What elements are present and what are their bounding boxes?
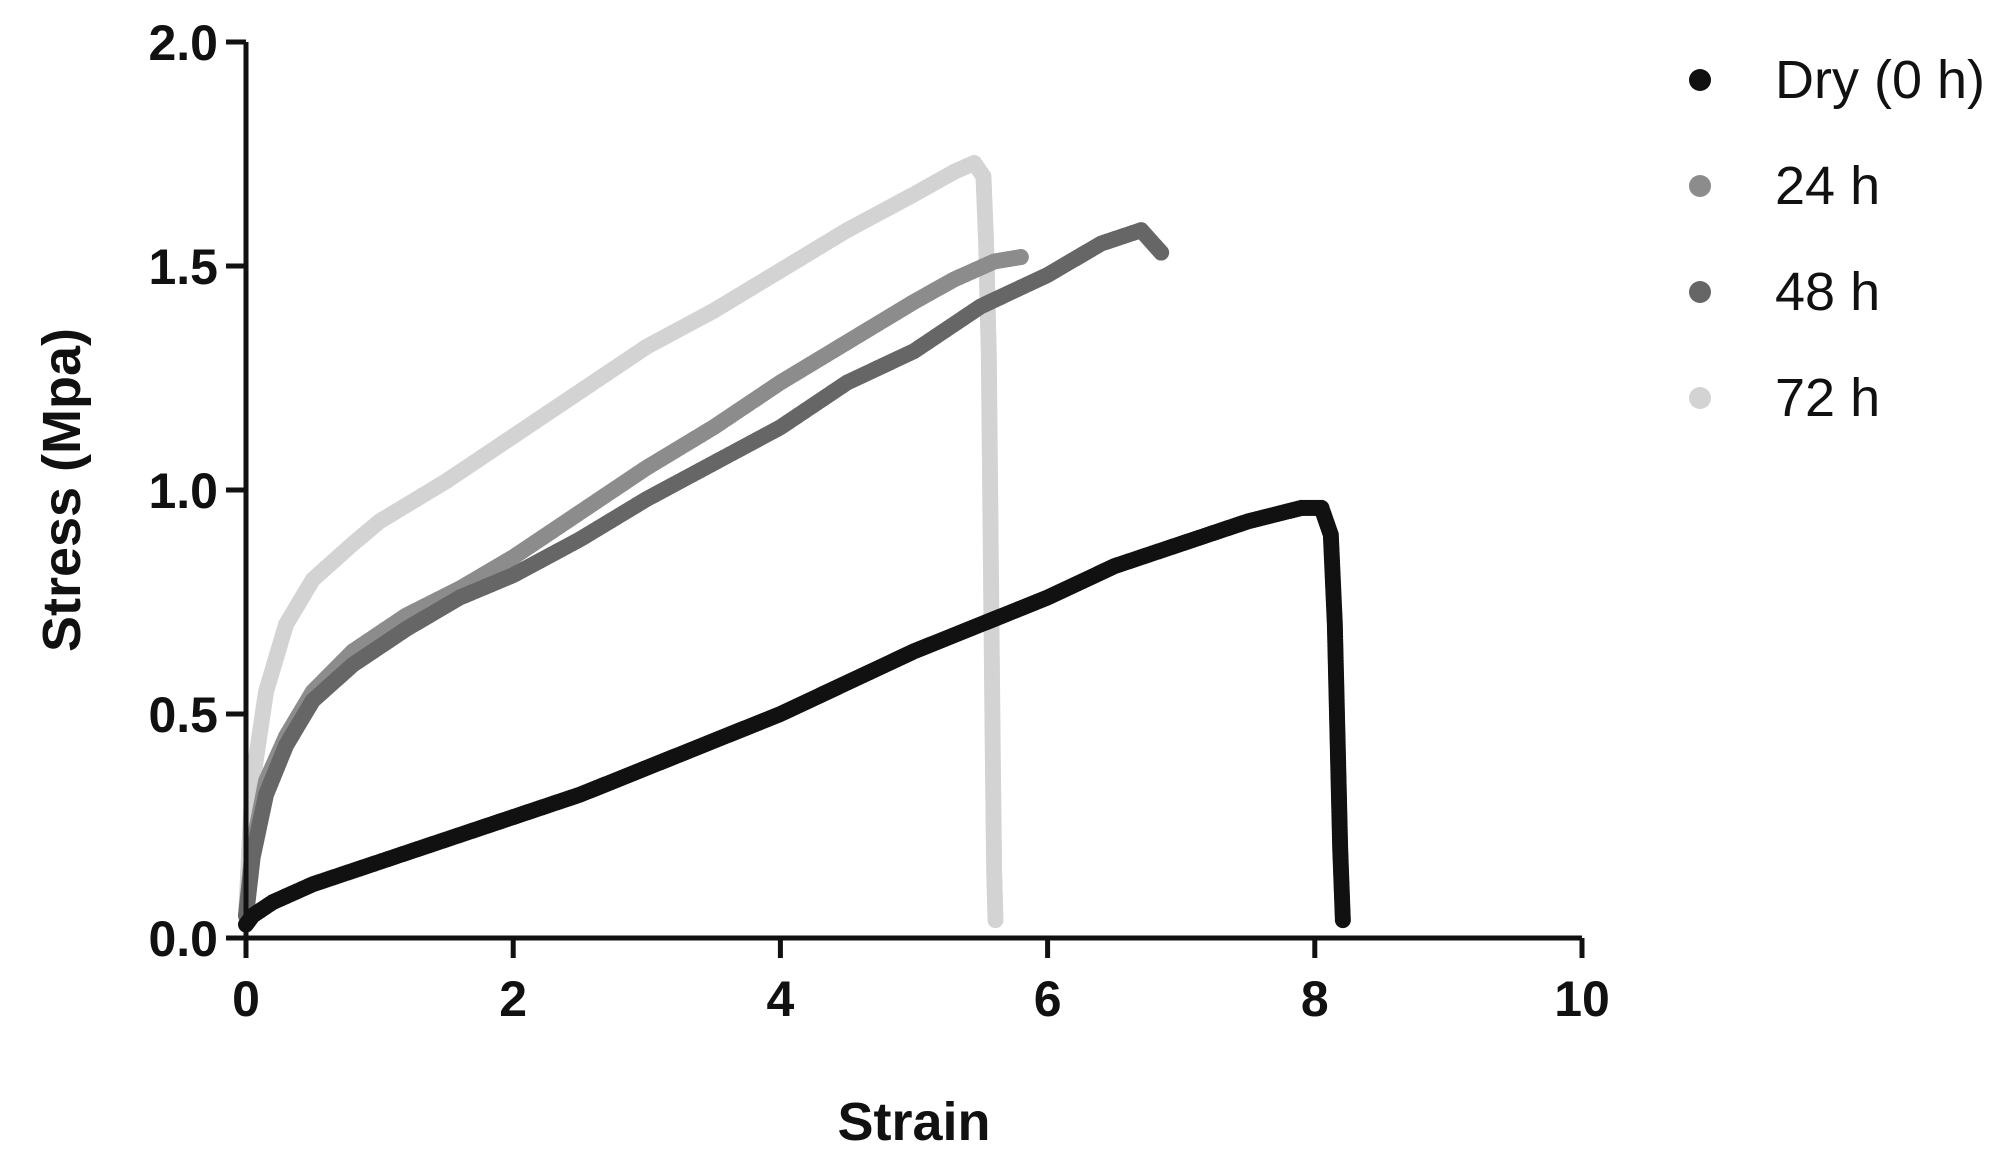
data-point xyxy=(1012,249,1029,266)
series-0 xyxy=(238,499,1351,933)
y-tick-label: 1.5 xyxy=(148,239,218,295)
y-tick-label: 0.5 xyxy=(148,687,218,743)
data-point xyxy=(987,912,1004,929)
legend-label: 48 h xyxy=(1775,262,1880,322)
y-axis-ticks: 0.0 0.5 1.0 1.5 2.0 xyxy=(148,15,246,967)
x-axis-title: Strain xyxy=(837,1092,990,1152)
legend-item: 24 h xyxy=(1689,156,1880,216)
x-tick-label: 10 xyxy=(1554,971,1610,1027)
legend-label: 72 h xyxy=(1775,368,1880,428)
legend-marker xyxy=(1689,175,1711,197)
y-tick-label: 1.0 xyxy=(148,463,218,519)
x-axis-ticks: 0 2 4 6 8 10 xyxy=(232,938,1610,1027)
y-tick-label: 0.0 xyxy=(148,911,218,967)
x-tick-label: 6 xyxy=(1034,971,1062,1027)
legend-marker xyxy=(1689,281,1711,303)
y-axis-title: Stress (Mpa) xyxy=(32,328,92,652)
x-tick-label: 0 xyxy=(232,971,260,1027)
series-2 xyxy=(238,222,1170,924)
legend: Dry (0 h) 24 h 48 h 72 h xyxy=(1689,50,1985,428)
legend-item: 72 h xyxy=(1689,368,1880,428)
legend-marker xyxy=(1689,387,1711,409)
series-3 xyxy=(238,154,1004,929)
x-tick-label: 2 xyxy=(499,971,527,1027)
y-tick-label: 2.0 xyxy=(148,15,218,71)
data-point xyxy=(1334,912,1351,929)
legend-item: 48 h xyxy=(1689,262,1880,322)
legend-marker xyxy=(1689,69,1711,91)
x-tick-label: 4 xyxy=(766,971,794,1027)
x-tick-label: 8 xyxy=(1301,971,1329,1027)
legend-label: Dry (0 h) xyxy=(1775,50,1985,110)
legend-item: Dry (0 h) xyxy=(1689,50,1985,110)
series-layer xyxy=(238,154,1351,933)
legend-label: 24 h xyxy=(1775,156,1880,216)
data-point xyxy=(1153,244,1170,261)
